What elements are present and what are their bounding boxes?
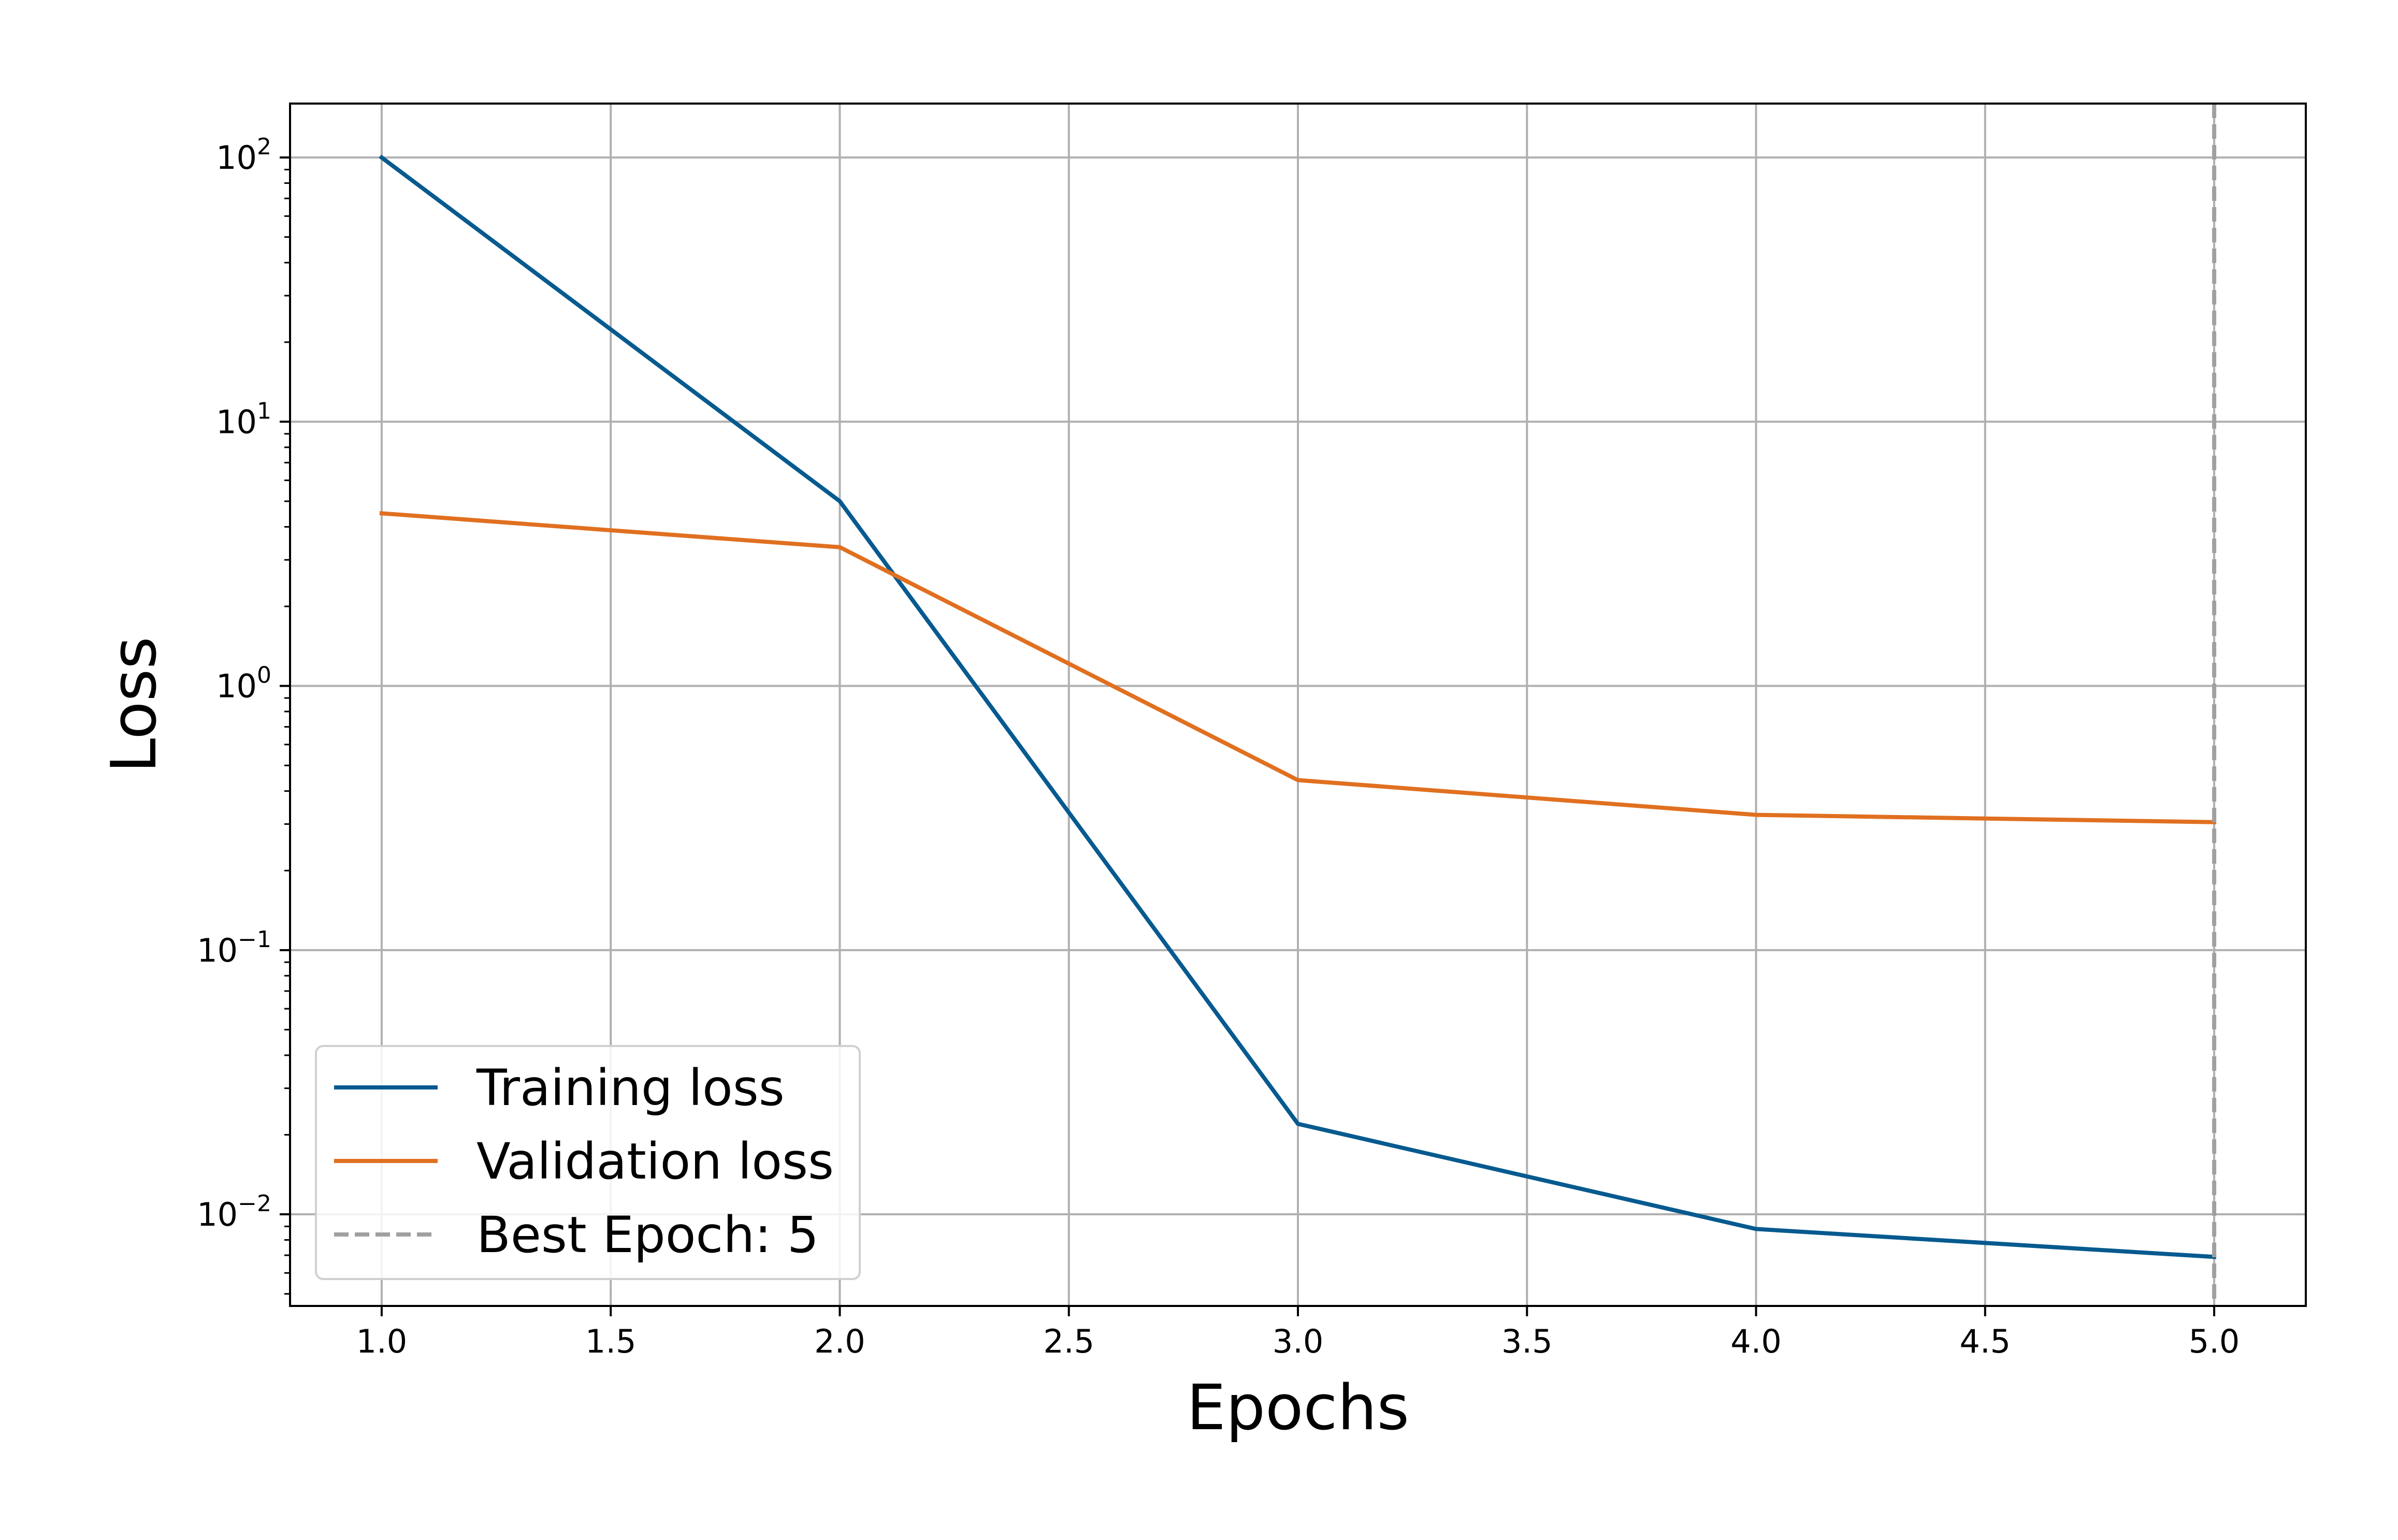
y-tick-label: 101 [216, 398, 271, 441]
y-tick-label: 10−2 [197, 1190, 271, 1233]
legend: Training loss Validation loss Best Epoch… [315, 1045, 861, 1280]
x-axis-ticks: 1.0 1.5 2.0 2.5 3.0 3.5 4.0 4.5 5.0 [356, 1306, 2240, 1360]
training-loss-line [379, 154, 2217, 1259]
x-tick-label: 4.5 [1960, 1323, 2011, 1360]
x-tick-label: 2.0 [814, 1323, 865, 1360]
x-tick-label: 3.5 [1501, 1323, 1553, 1360]
x-tick-label: 3.0 [1273, 1323, 1324, 1360]
y-tick-label: 100 [216, 662, 271, 705]
x-tick-label: 5.0 [2189, 1323, 2240, 1360]
validation-loss-line [379, 511, 2217, 824]
legend-label-training: Training loss [476, 1059, 785, 1117]
series-lines [379, 104, 2217, 1306]
y-axis-ticks: 10−2 10−1 100 101 102 [197, 134, 290, 1233]
y-axis-label: Loss [98, 636, 170, 773]
x-tick-label: 4.0 [1730, 1323, 1782, 1360]
legend-box [315, 1045, 861, 1280]
x-tick-label: 1.0 [356, 1323, 408, 1360]
x-axis-label: Epochs [1187, 1372, 1409, 1444]
y-tick-label: 10−1 [197, 926, 271, 969]
grid [290, 104, 2306, 1306]
x-tick-label: 1.5 [585, 1323, 637, 1360]
x-tick-label: 2.5 [1043, 1323, 1094, 1360]
y-tick-label: 102 [216, 134, 271, 177]
legend-label-validation: Validation loss [476, 1132, 834, 1190]
legend-label-best-epoch: Best Epoch: 5 [476, 1206, 819, 1264]
